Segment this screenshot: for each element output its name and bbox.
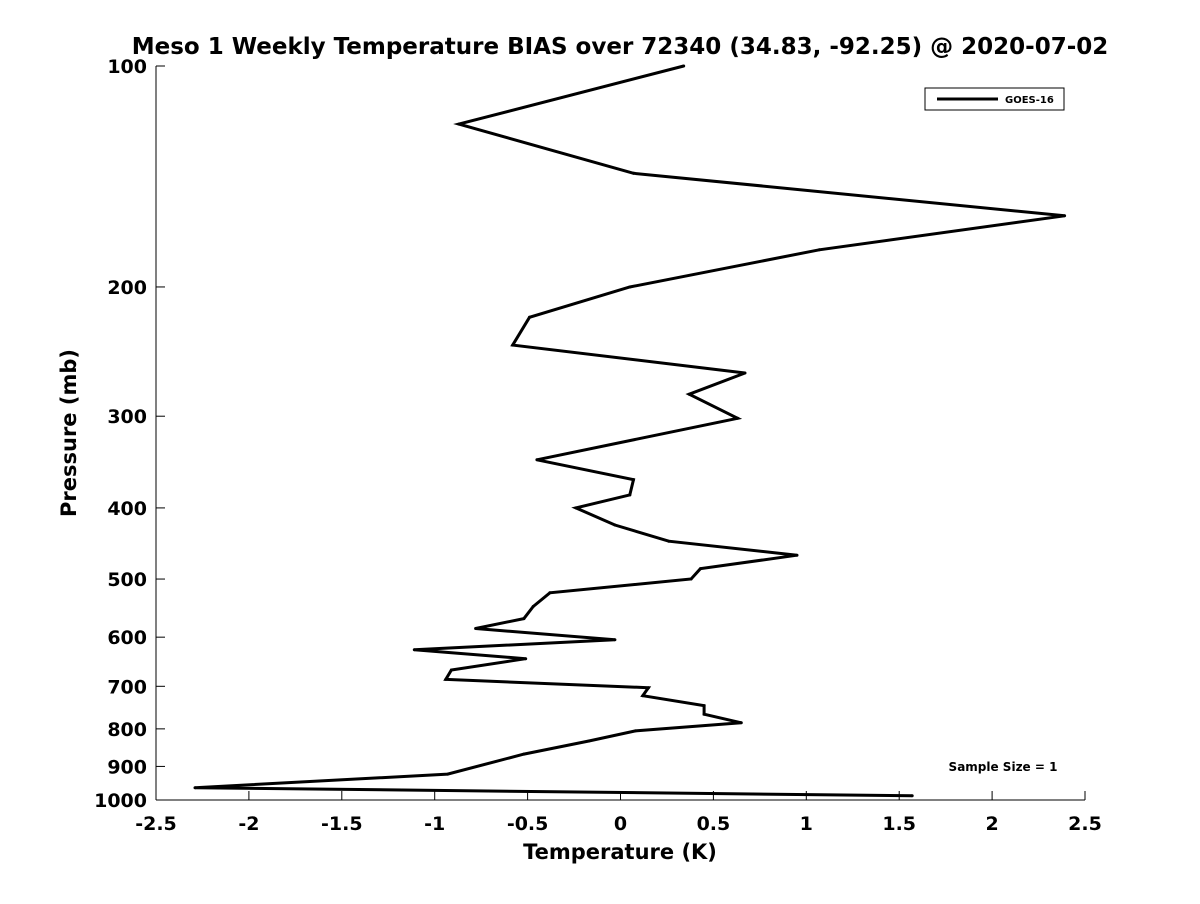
data-point [739, 721, 743, 725]
x-tick-label: -1.5 [321, 813, 363, 835]
data-point [795, 553, 799, 557]
x-tick-label: -0.5 [507, 813, 549, 835]
data-point [531, 605, 535, 608]
data-point [632, 171, 635, 175]
data-point [702, 704, 706, 708]
x-axis-label: Temperature (K) [523, 840, 717, 864]
series-line-goes-16 [194, 64, 1065, 798]
data-point [689, 577, 693, 581]
data-point [646, 686, 650, 690]
data-point [698, 567, 702, 571]
x-tick-label: 2 [985, 813, 998, 835]
y-ticks: 100 200 300 400 500 600 700 800 900 1000 [94, 56, 165, 812]
data-point [667, 539, 671, 543]
data-point [522, 752, 526, 756]
data-point [449, 668, 453, 672]
plot-area [156, 66, 1085, 800]
legend: GOES-16 [924, 87, 1065, 111]
data-point [628, 493, 632, 497]
data-point [613, 523, 617, 527]
data-point [524, 657, 528, 661]
data-point [641, 694, 645, 698]
data-point [446, 772, 450, 776]
x-tick-label: 1.5 [882, 813, 916, 835]
x-tick-label: 2.5 [1068, 813, 1102, 835]
x-tick-label: 1 [800, 813, 813, 835]
data-point [548, 591, 552, 595]
data-point [632, 478, 635, 482]
data-point [628, 285, 632, 289]
data-point [1063, 214, 1067, 218]
data-point [412, 648, 416, 652]
data-point [633, 729, 637, 733]
data-point [528, 315, 531, 319]
data-point [522, 617, 526, 621]
y-tick-label: 900 [107, 756, 147, 778]
data-point [817, 248, 821, 252]
data-point [702, 712, 706, 716]
series-points [193, 64, 1067, 798]
y-tick-label: 1000 [94, 790, 147, 812]
x-tick-label: -2.5 [135, 813, 177, 835]
x-tick-label: -2 [238, 813, 259, 835]
y-tick-label: 800 [107, 719, 147, 741]
y-tick-label: 700 [107, 676, 147, 698]
x-tick-label: 0 [614, 813, 627, 835]
x-ticks: -2.5 -2 -1.5 -1 -0.5 0 0.5 1 1.5 2 2.5 [135, 791, 1102, 835]
data-point [743, 371, 747, 375]
x-tick-label: -1 [424, 813, 445, 835]
data-point [587, 739, 591, 743]
y-tick-label: 300 [107, 406, 147, 428]
data-point [736, 416, 740, 420]
data-point [535, 458, 539, 462]
data-point [193, 786, 197, 790]
data-point [444, 677, 448, 681]
data-point [682, 64, 686, 68]
y-tick-label: 200 [107, 277, 147, 299]
data-point [574, 506, 578, 510]
y-tick-label: 500 [107, 569, 147, 591]
chart-title: Meso 1 Weekly Temperature BIAS over 7234… [132, 34, 1109, 60]
data-point [511, 343, 515, 347]
data-point [613, 638, 617, 642]
data-point [457, 122, 461, 126]
y-axis-label: Pressure (mb) [57, 349, 81, 517]
x-tick-label: 0.5 [697, 813, 731, 835]
y-tick-label: 400 [107, 498, 147, 520]
data-point [687, 392, 691, 396]
legend-label-goes-16: GOES-16 [1005, 95, 1054, 106]
y-tick-label: 100 [107, 56, 147, 78]
y-tick-label: 600 [107, 627, 147, 649]
sample-size-annotation: Sample Size = 1 [949, 760, 1058, 774]
data-point [474, 627, 478, 630]
data-point [910, 794, 914, 798]
